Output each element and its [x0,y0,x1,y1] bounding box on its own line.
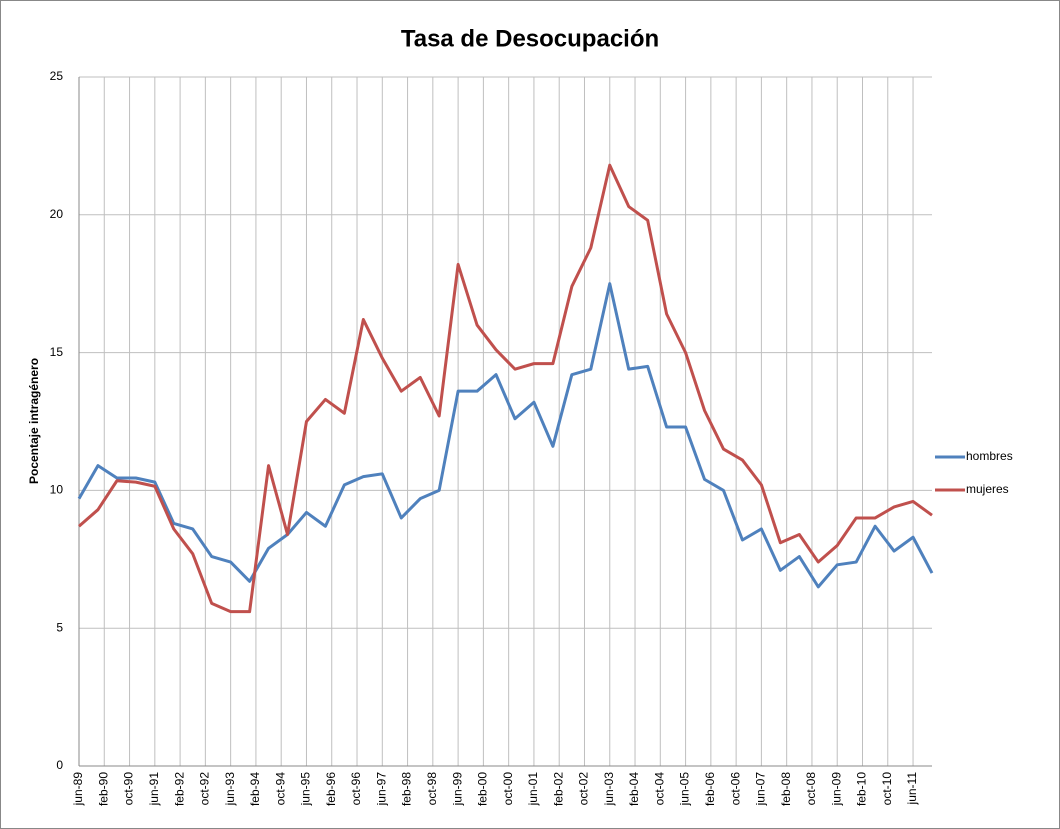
x-tick-label: jun-05 [678,772,692,807]
x-tick-label: oct-92 [198,772,212,806]
x-tick-label: feb-96 [324,772,338,806]
x-tick-label: oct-08 [804,772,818,806]
x-tick-label: jun-07 [754,772,768,807]
x-tick-label: feb-00 [476,772,490,806]
legend-label: mujeres [966,482,1009,496]
x-tick-label: feb-10 [855,772,869,806]
series-line [77,282,934,589]
x-tick-label: feb-98 [400,772,414,806]
chart-title: Tasa de Desocupación [401,25,659,52]
x-tick-label: oct-10 [880,772,894,806]
x-tick-label: jun-93 [223,772,237,807]
y-tick-label: 10 [50,483,64,497]
x-tick-label: oct-96 [349,772,363,806]
x-tick-label: jun-91 [147,772,161,807]
x-tick-label: oct-90 [122,772,136,806]
y-tick-label: 20 [50,207,64,221]
y-tick-label: 15 [50,345,64,359]
y-tick-label: 25 [50,69,64,83]
x-tick-label: feb-08 [779,772,793,806]
x-tick-label: oct-94 [273,772,287,806]
x-tick-label: jun-95 [299,772,313,807]
x-tick-label: oct-04 [652,772,666,806]
x-tick-label: oct-98 [425,772,439,806]
x-tick-label: jun-01 [526,772,540,807]
x-tick-label: oct-02 [577,772,591,806]
y-tick-label: 5 [56,620,63,634]
x-tick-label: jun-03 [602,772,616,807]
x-tick-label: jun-89 [71,772,85,807]
x-tick-label: jun-97 [374,772,388,807]
x-tick-label: feb-92 [172,772,186,806]
y-axis-label: Pocentaje intragénero [27,358,41,484]
x-tick-label: jun-09 [829,772,843,807]
x-tick-label: jun-99 [450,772,464,807]
x-tick-label: feb-90 [96,772,110,806]
legend-label: hombres [966,449,1013,463]
x-tick-label: feb-94 [248,772,262,806]
x-tick-label: oct-00 [501,772,515,806]
x-tick-label: oct-06 [728,772,742,806]
x-tick-label: feb-04 [627,772,641,806]
x-tick-label: jun-11 [905,772,919,806]
x-tick-label: feb-02 [551,772,565,806]
series-line [78,163,933,614]
x-tick-label: feb-06 [703,772,717,806]
y-tick-label: 0 [56,758,63,772]
